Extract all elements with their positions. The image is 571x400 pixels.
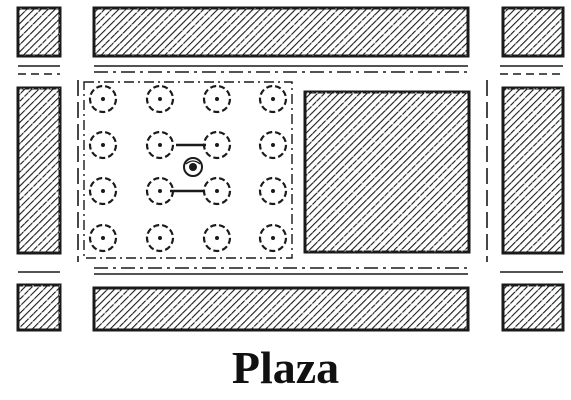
benches: [170, 143, 206, 193]
tree-r4-c3: [202, 223, 232, 253]
tree-r2-c4: [258, 130, 288, 160]
tree-r1-c4: [258, 84, 288, 114]
plaza-site-plan: [16, 6, 565, 332]
tree-grid: [88, 84, 288, 253]
tree-r3-c4: [258, 176, 288, 206]
tree-r4-c1: [88, 223, 118, 253]
tree-trunks: [101, 97, 275, 240]
plaza-caption: Plaza: [231, 342, 340, 393]
tree-r2-c2: [145, 130, 175, 160]
tree-r3-c1: [88, 176, 118, 206]
tree-r4-c2: [145, 223, 175, 253]
plaza-open-space: [83, 81, 293, 259]
tree-r2-c1: [88, 130, 118, 160]
building-blocks: [16, 6, 565, 332]
print-texture: [18, 8, 563, 330]
fountain-icon: [183, 157, 203, 177]
tree-r1-c1: [88, 84, 118, 114]
tree-r1-c2: [145, 84, 175, 114]
tree-r1-c3: [202, 84, 232, 114]
tree-r4-c4: [258, 223, 288, 253]
street-curbs: [18, 65, 563, 275]
